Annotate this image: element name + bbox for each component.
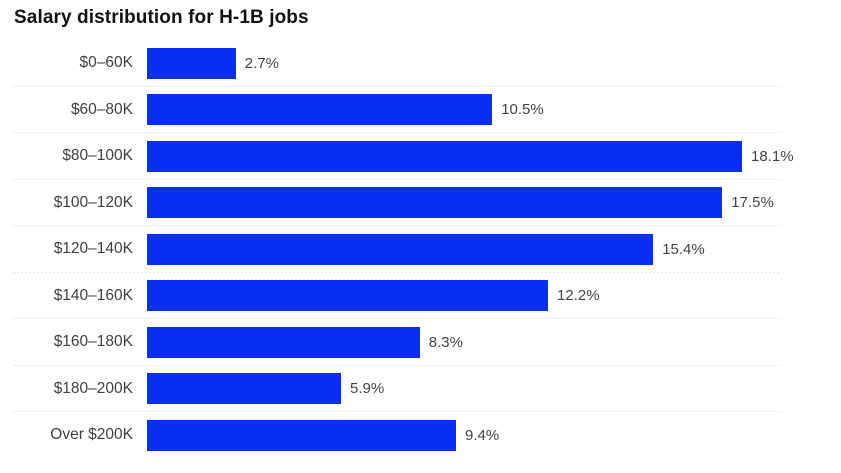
value-label: 12.2% xyxy=(557,287,600,305)
chart-row: $100–120K 17.5% xyxy=(14,180,780,227)
category-label: $60–80K xyxy=(70,100,133,118)
bar xyxy=(147,419,456,451)
category-label: Over $200K xyxy=(50,426,133,444)
category-label: $0–60K xyxy=(79,54,133,72)
bar xyxy=(147,373,341,405)
category-label: $160–180K xyxy=(53,333,133,351)
chart-row: $60–80K 10.5% xyxy=(14,87,780,134)
chart-row: $180–200K 5.9% xyxy=(14,366,780,413)
value-label: 8.3% xyxy=(428,333,463,351)
value-label: 5.9% xyxy=(350,380,385,398)
bar xyxy=(147,47,236,79)
chart-row: $120–140K 15.4% xyxy=(14,226,780,273)
value-label: 18.1% xyxy=(751,147,794,165)
category-label: $180–200K xyxy=(53,379,133,397)
category-label: $120–140K xyxy=(53,240,133,258)
value-label: 15.4% xyxy=(662,240,705,258)
bar xyxy=(147,187,723,219)
value-label: 9.4% xyxy=(465,426,500,444)
chart-row: $80–100K 18.1% xyxy=(14,133,794,180)
bar xyxy=(147,140,742,172)
value-label: 2.7% xyxy=(244,54,279,72)
value-label: 10.5% xyxy=(501,101,544,119)
chart-row: $140–160K 12.2% xyxy=(14,273,780,320)
bar xyxy=(147,94,493,126)
category-label: $100–120K xyxy=(53,193,133,211)
category-label: $80–100K xyxy=(62,147,133,165)
chart-title: Salary distribution for H-1B jobs xyxy=(14,7,309,28)
chart-row: Over $200K 9.4% xyxy=(14,412,780,459)
bar xyxy=(147,233,654,265)
bar xyxy=(147,326,420,358)
chart-row: $160–180K 8.3% xyxy=(14,319,780,366)
bar xyxy=(147,280,548,312)
value-label: 17.5% xyxy=(731,194,774,212)
category-label: $140–160K xyxy=(53,286,133,304)
chart-row: $0–60K 2.7% xyxy=(14,40,780,87)
bar-chart: $0–60K 2.7% $60–80K 10.5% $80–100K 18.1%… xyxy=(14,40,794,459)
